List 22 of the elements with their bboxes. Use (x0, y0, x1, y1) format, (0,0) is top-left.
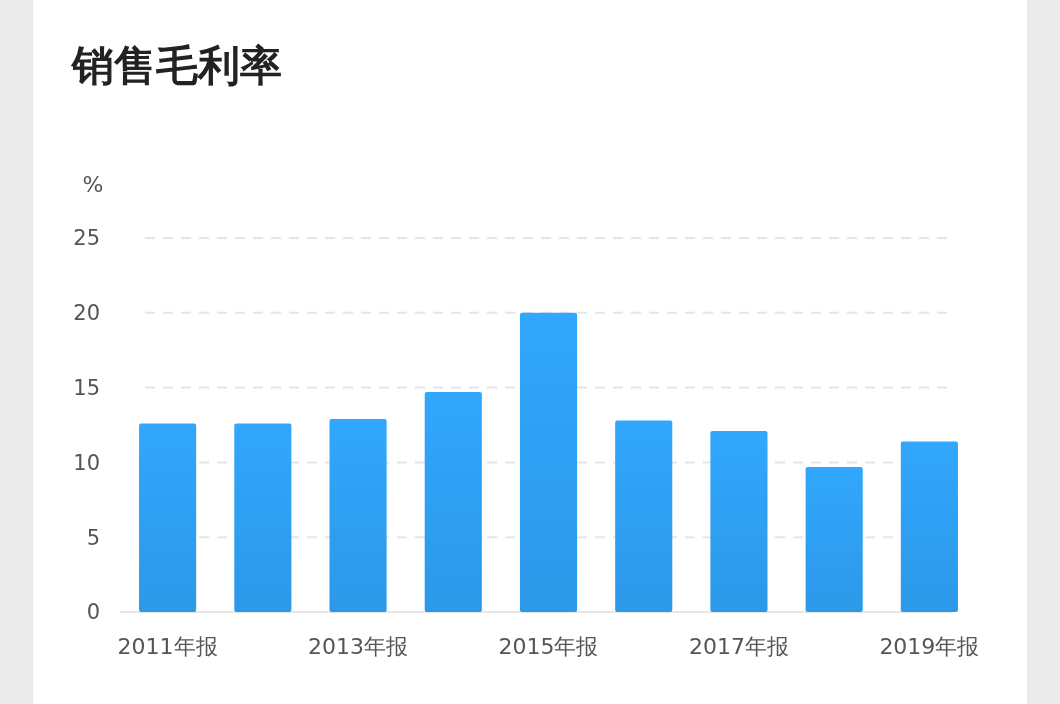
y-axis-title: % (82, 172, 104, 197)
bar (710, 430, 768, 612)
x-tick-label: 2017年报 (688, 634, 789, 659)
x-tick-label: 2013年报 (308, 634, 409, 659)
bar (900, 441, 958, 612)
chart-title: 销售毛利率 (70, 41, 282, 90)
bar (329, 419, 387, 612)
y-tick-label: 25 (73, 226, 100, 251)
bar (805, 466, 863, 612)
y-tick-label: 0 (86, 600, 100, 625)
bar (615, 420, 673, 612)
bar (424, 392, 482, 612)
y-tick-label: 20 (73, 301, 100, 326)
y-tick-label: 5 (86, 525, 100, 550)
bar (234, 423, 292, 612)
y-tick-label: 10 (73, 450, 100, 475)
x-tick-label: 2015年报 (498, 634, 599, 659)
bar (519, 312, 578, 612)
bar (139, 423, 197, 612)
x-tick-label: 2019年报 (879, 634, 980, 659)
y-tick-label: 15 (73, 375, 100, 400)
x-tick-label: 2011年报 (117, 634, 218, 659)
